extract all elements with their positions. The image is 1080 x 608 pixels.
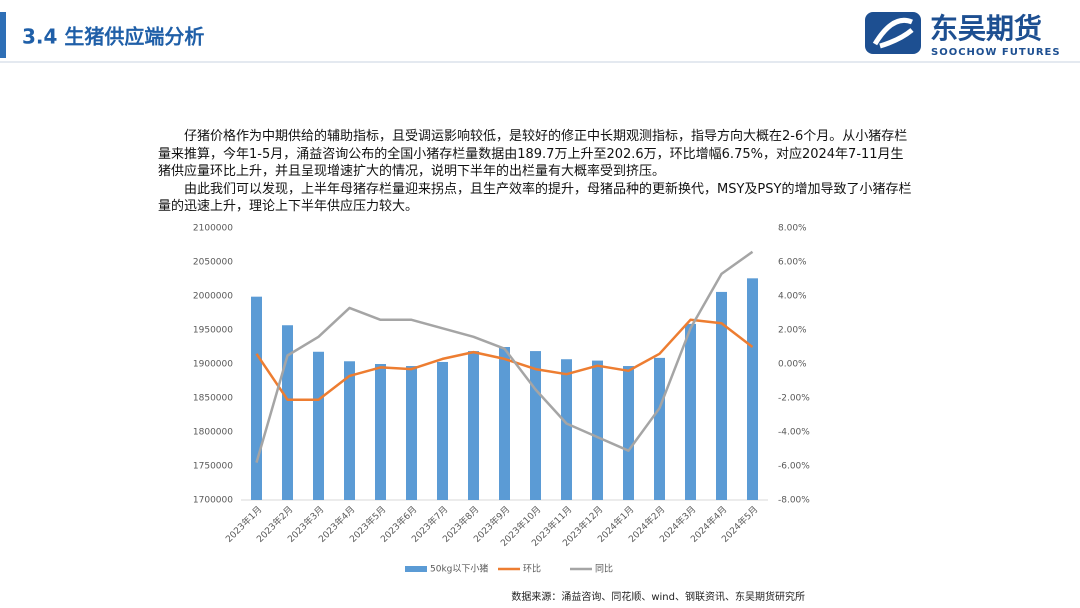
accent-bar	[0, 12, 6, 58]
bar	[623, 366, 634, 500]
y2-tick-label: -4.00%	[778, 428, 810, 438]
y2-tick-label: 0.00%	[778, 360, 807, 370]
y2-tick-label: 2.00%	[778, 326, 807, 336]
body-text: 仔猪价格作为中期供给的辅助指标，且受调运影响较低，是较好的修正中长期观测指标，指…	[158, 128, 914, 216]
legend-label: 同比	[595, 563, 613, 575]
bar	[685, 323, 696, 500]
y-tick-label: 2050000	[193, 258, 233, 268]
logo-text: 东吴期货	[930, 12, 1042, 45]
y-tick-label: 2100000	[193, 224, 233, 234]
logo-subtext: SOOCHOW FUTURES	[931, 47, 1061, 58]
line-series	[255, 250, 754, 463]
legend-swatch	[405, 566, 427, 572]
bar	[344, 361, 355, 500]
slide-title: 3.4 生猪供应端分析	[22, 25, 204, 49]
bar	[654, 357, 665, 500]
y-tick-label: 1900000	[193, 360, 233, 370]
y2-tick-label: 4.00%	[778, 292, 807, 302]
line-series	[255, 318, 754, 401]
paragraph: 仔猪价格作为中期供给的辅助指标，且受调运影响较低，是较好的修正中长期观测指标，指…	[158, 129, 908, 179]
y-tick-label: 1700000	[193, 496, 233, 506]
y-tick-label: 2000000	[193, 292, 233, 302]
y2-tick-label: 8.00%	[778, 224, 807, 234]
y-tick-label: 1950000	[193, 326, 233, 336]
bar	[561, 359, 572, 500]
y2-tick-label: -8.00%	[778, 496, 810, 506]
y-tick-label: 1850000	[193, 394, 233, 404]
bar	[437, 361, 448, 500]
bar	[592, 360, 603, 500]
bar	[313, 351, 324, 500]
bar	[282, 325, 293, 500]
source-note: 数据来源：涌益咨询、同花顺、wind、钢联资讯、东吴期货研究所	[511, 590, 805, 603]
y2-tick-label: 6.00%	[778, 258, 807, 268]
y2-tick-label: -2.00%	[778, 394, 810, 404]
bar	[747, 278, 758, 500]
logo-icon	[865, 12, 921, 54]
bar	[716, 291, 727, 500]
y2-tick-label: -6.00%	[778, 462, 810, 472]
legend-label: 环比	[523, 563, 541, 575]
bar	[468, 351, 479, 500]
bar	[530, 351, 541, 500]
logo-mark	[872, 17, 914, 49]
legend-label: 50kg以下小猪	[430, 563, 488, 575]
bar	[406, 366, 417, 500]
bar	[499, 347, 510, 500]
y-tick-label: 1800000	[193, 428, 233, 438]
bar	[251, 296, 262, 500]
bar	[375, 364, 386, 500]
paragraph: 由此我们可以发现，上半年母猪存栏量迎来拐点，且生产效率的提升，母猪品种的更新换代…	[158, 181, 912, 215]
y-tick-label: 1750000	[193, 462, 233, 472]
logo: 东吴期货 SOOCHOW FUTURES	[865, 12, 1061, 58]
